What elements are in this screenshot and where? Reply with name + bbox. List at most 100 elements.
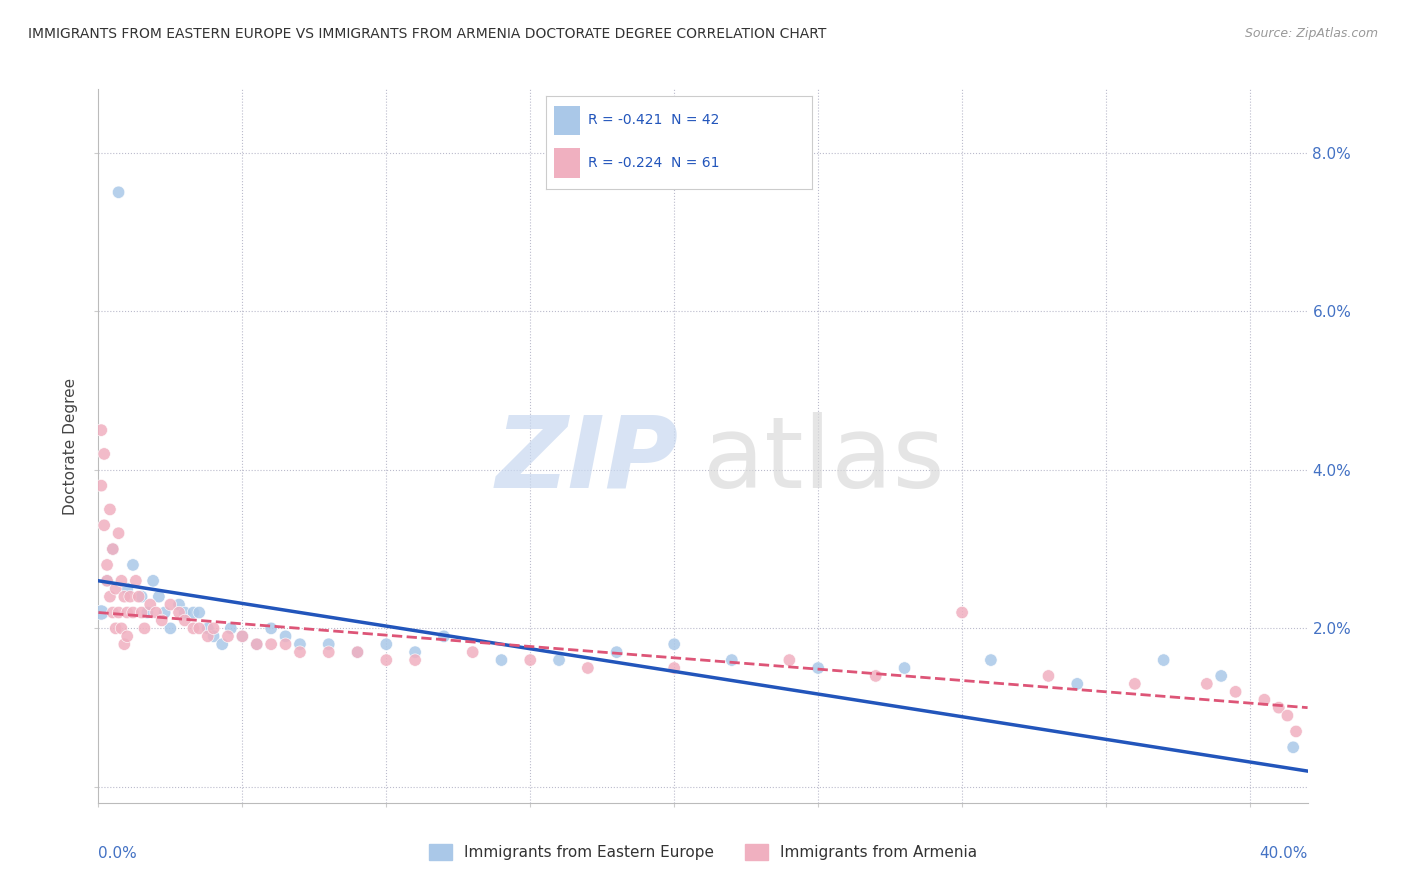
Point: [101, 542, 124, 557]
Point: [950, 606, 973, 620]
Point: [893, 661, 915, 675]
Point: [433, 629, 456, 643]
Point: [101, 606, 124, 620]
Point: [107, 606, 129, 620]
Text: Source: ZipAtlas.com: Source: ZipAtlas.com: [1244, 27, 1378, 40]
Point: [219, 621, 242, 635]
Point: [136, 606, 159, 620]
Point: [93, 447, 115, 461]
Point: [375, 637, 398, 651]
Point: [404, 653, 426, 667]
Point: [1253, 692, 1275, 706]
Point: [274, 637, 297, 651]
Point: [1123, 677, 1146, 691]
Point: [197, 629, 219, 643]
Point: [188, 606, 211, 620]
Point: [865, 669, 887, 683]
Point: [107, 526, 129, 541]
Point: [491, 653, 513, 667]
Point: [183, 621, 205, 635]
Point: [90, 606, 112, 620]
Point: [145, 606, 167, 620]
Point: [197, 621, 219, 635]
Text: IMMIGRANTS FROM EASTERN EUROPE VS IMMIGRANTS FROM ARMENIA DOCTORATE DEGREE CORRE: IMMIGRANTS FROM EASTERN EUROPE VS IMMIGR…: [28, 27, 827, 41]
Point: [318, 637, 340, 651]
Point: [346, 645, 368, 659]
Point: [231, 629, 253, 643]
Point: [1225, 685, 1247, 699]
Point: [606, 645, 628, 659]
Point: [107, 186, 129, 200]
Point: [131, 606, 153, 620]
Point: [131, 590, 153, 604]
Point: [96, 558, 118, 572]
Point: [664, 661, 686, 675]
Point: [246, 637, 269, 651]
Text: 0.0%: 0.0%: [98, 846, 138, 861]
Point: [112, 637, 135, 651]
Point: [122, 558, 145, 572]
Point: [1038, 669, 1060, 683]
Point: [1285, 724, 1308, 739]
Point: [96, 574, 118, 588]
Point: [167, 598, 190, 612]
Point: [548, 653, 571, 667]
Point: [159, 621, 181, 635]
Point: [183, 606, 205, 620]
Point: [1268, 700, 1291, 714]
Point: [173, 614, 195, 628]
Point: [1211, 669, 1233, 683]
Point: [274, 629, 297, 643]
Legend: Immigrants from Eastern Europe, Immigrants from Armenia: Immigrants from Eastern Europe, Immigran…: [423, 838, 983, 866]
Point: [202, 629, 225, 643]
Point: [98, 502, 121, 516]
Point: [142, 574, 165, 588]
Point: [148, 590, 170, 604]
Point: [1153, 653, 1175, 667]
Point: [288, 645, 311, 659]
Point: [159, 598, 181, 612]
Point: [720, 653, 742, 667]
Point: [246, 637, 269, 651]
Point: [120, 590, 142, 604]
Point: [150, 614, 173, 628]
Point: [1066, 677, 1088, 691]
Point: [231, 629, 253, 643]
Point: [288, 637, 311, 651]
Point: [167, 606, 190, 620]
Point: [404, 645, 426, 659]
Point: [260, 637, 283, 651]
Point: [375, 653, 398, 667]
Point: [96, 574, 118, 588]
Point: [461, 645, 484, 659]
Point: [260, 621, 283, 635]
Point: [128, 590, 150, 604]
Point: [115, 582, 138, 596]
Text: ZIP: ZIP: [496, 412, 679, 508]
Point: [202, 621, 225, 635]
Point: [139, 598, 162, 612]
Point: [1282, 740, 1305, 755]
Point: [134, 621, 156, 635]
Point: [153, 606, 176, 620]
Point: [980, 653, 1002, 667]
Point: [188, 621, 211, 635]
Point: [115, 606, 138, 620]
Point: [115, 629, 138, 643]
Point: [217, 629, 239, 643]
Point: [110, 574, 132, 588]
Point: [519, 653, 541, 667]
Text: 40.0%: 40.0%: [1260, 846, 1308, 861]
Point: [778, 653, 800, 667]
Point: [1195, 677, 1218, 691]
Point: [576, 661, 599, 675]
Point: [93, 518, 115, 533]
Point: [173, 606, 195, 620]
Point: [101, 542, 124, 557]
Point: [112, 590, 135, 604]
Point: [125, 574, 148, 588]
Point: [90, 423, 112, 437]
Point: [90, 478, 112, 492]
Text: atlas: atlas: [703, 412, 945, 508]
Point: [211, 637, 233, 651]
